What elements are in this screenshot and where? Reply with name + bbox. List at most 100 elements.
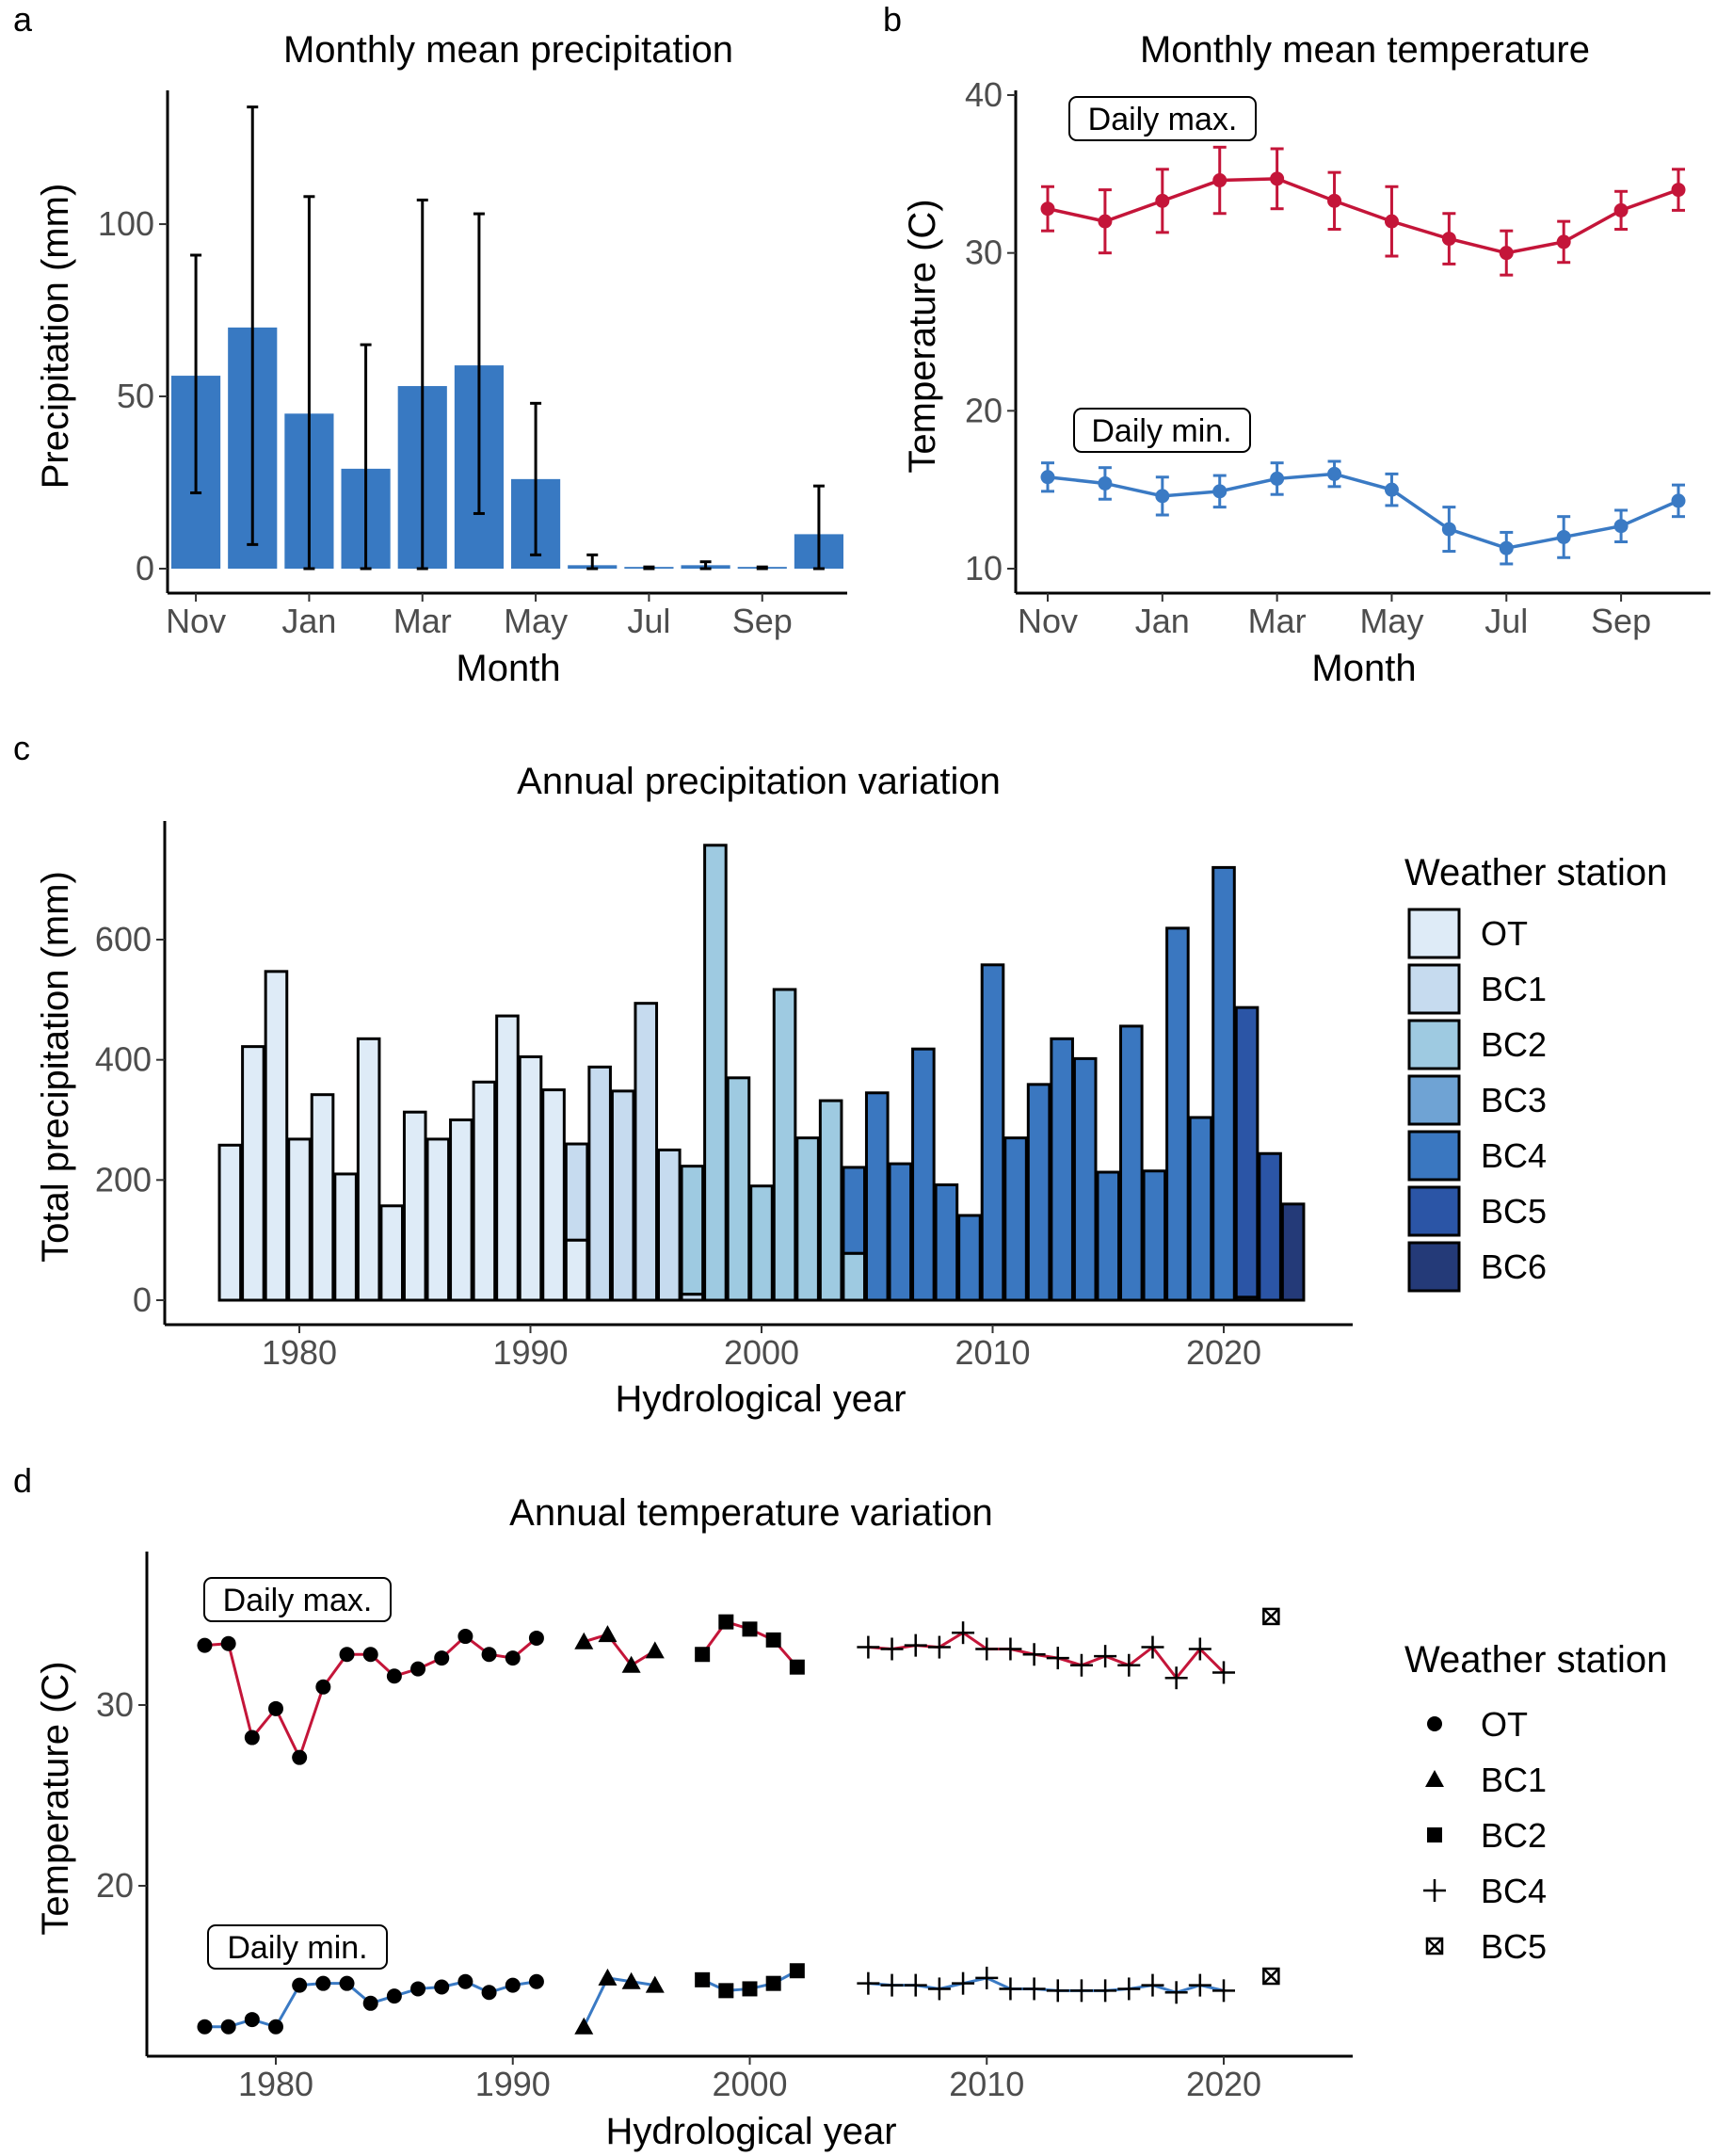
annotation-d-min-label: Daily min. [227, 1930, 367, 1966]
annotation-d-max: Daily max. [203, 1577, 392, 1622]
legend-d-symbol [1427, 1716, 1442, 1731]
point-d-min-ot-1989 [481, 1985, 497, 2001]
point-d-max-bc4-2017 [1141, 1635, 1164, 1659]
plot-a: 0 50 100 Nov Jan Mar May Jul Sep [98, 90, 847, 640]
annotation-b-max-label: Daily max. [1088, 102, 1238, 137]
line-d-max-bc1 [583, 1633, 656, 1667]
legend-d-item-bc2: BC2 [1427, 1816, 1547, 1855]
bar-c-2015-bc4 [1096, 1170, 1121, 1302]
point-d-max-bc4-2011 [999, 1637, 1022, 1661]
point-d-min-bc4-2019 [1188, 1973, 1211, 1997]
point-d-min-ot-1981 [292, 1977, 308, 1993]
point-d-min-bc4-2012 [1022, 1977, 1046, 2001]
bar-c-1986-ot [425, 1137, 451, 1302]
xlabel-a: Month [456, 648, 560, 689]
legend-c-label: BC1 [1481, 970, 1547, 1008]
segment-d-bc5 [1262, 1607, 1280, 1986]
errorbar-a-aug [699, 560, 712, 571]
legend-d: OT BC1 BC2 BC4 BC5 [1423, 1705, 1547, 1966]
bar-c-2004-bc2 [842, 1251, 866, 1302]
x-tick-label-c: 2010 [955, 1333, 1030, 1372]
bar-c-1989-ot [495, 1014, 520, 1302]
point-b-max [1499, 246, 1514, 261]
point-b-max [1671, 183, 1686, 198]
point-d-min-bc2-2002 [789, 1963, 805, 1979]
x-tick-label-a: Sep [732, 602, 793, 640]
point-b-min [1327, 466, 1342, 481]
series-b-min [1040, 459, 1686, 566]
line-b-max [1047, 177, 1679, 255]
bar-c-2003-bc2 [818, 1099, 843, 1302]
bar-c-1985-ot [402, 1110, 427, 1302]
point-d-max-bc4-2016 [1117, 1653, 1141, 1677]
point-d-min-ot-1982 [315, 1975, 331, 1991]
bar-c-1982-ot [333, 1172, 358, 1302]
ylabel-b: Temperature (C) [902, 199, 943, 473]
point-d-min-bc2-1998 [695, 1971, 711, 1987]
legend-c-label: BC4 [1481, 1136, 1547, 1175]
point-d-max-bc1-1994 [598, 1625, 618, 1643]
point-d-max-ot-1977 [197, 1637, 213, 1653]
bar-c-2016-bc4 [1119, 1024, 1144, 1302]
point-d-max-bc4-2018 [1164, 1666, 1188, 1690]
point-d-max-bc2-2000 [742, 1621, 758, 1637]
point-d-min-ot-1977 [197, 2019, 213, 2035]
bar-c-1979-ot [264, 970, 289, 1302]
errorbar-a-oct [812, 484, 825, 571]
bar-c-1984-ot [379, 1204, 404, 1302]
line-d-min-bc4 [868, 1976, 1225, 1994]
point-d-min-ot-1983 [339, 1975, 355, 1991]
boxx-d2 [1262, 1608, 1280, 1625]
x-tick-label-b: Mar [1248, 602, 1307, 640]
point-d-min-bc4-2020 [1212, 1979, 1235, 2003]
legend-c-swatch [1407, 1019, 1461, 1070]
point-b-min [1098, 475, 1113, 491]
plot-c: 0 200 400 600 1980 1990 2000 2010 2020 [95, 821, 1353, 1372]
point-b-min [1270, 471, 1285, 486]
point-d-min-ot-1991 [528, 1973, 544, 1989]
point-d-max-ot-1988 [457, 1629, 473, 1645]
point-d-max-ot-1978 [220, 1635, 236, 1651]
legend-c-title: Weather station [1404, 852, 1667, 893]
errorbar-a-sep [756, 565, 768, 571]
title-d: Annual temperature variation [509, 1492, 993, 1534]
point-d-min-bc1-1996 [645, 1975, 665, 1993]
legend-c-label: BC3 [1481, 1081, 1547, 1119]
bar-c-2011-bc4 [1003, 1136, 1028, 1302]
legend-c-item-bc5: BC5 [1407, 1185, 1547, 1237]
point-d-max-ot-1991 [528, 1630, 544, 1646]
y-tick-label-b: 30 [965, 233, 1003, 272]
point-d-min-bc4-2015 [1094, 1979, 1117, 2003]
point-d-max-bc1-1996 [645, 1641, 665, 1659]
title-c: Annual precipitation variation [517, 761, 1001, 802]
point-b-min [1613, 519, 1629, 534]
legend-d-label: OT [1481, 1705, 1528, 1744]
legend-c-label: BC6 [1481, 1247, 1547, 1286]
point-d-max-ot-1990 [505, 1650, 521, 1666]
point-b-max [1212, 173, 1228, 188]
x-tick-label-b: Jan [1135, 602, 1190, 640]
bar-c-1994-bc1 [610, 1089, 635, 1302]
bar-c-2004-bc4 [842, 1166, 866, 1255]
bar-c-1990-ot [518, 1054, 543, 1302]
x-tick-label-d: 2010 [949, 2065, 1024, 2103]
legend-d-label: BC5 [1481, 1927, 1547, 1966]
y-tick-label-c: 400 [95, 1040, 152, 1079]
bar-c-2005-bc4 [864, 1091, 890, 1302]
y-tick-label-c: 200 [95, 1160, 152, 1199]
xlabel-d: Hydrological year [605, 2111, 896, 2152]
bar-c-2008-bc4 [934, 1183, 959, 1302]
x-tick-label-b: May [1359, 602, 1423, 640]
point-d-min-ot-1979 [244, 2012, 260, 2028]
point-d-max-bc2-1999 [718, 1614, 734, 1630]
point-d-min-bc4-2014 [1069, 1979, 1093, 2003]
segment-d-ot [197, 1629, 544, 2035]
line-d-max-bc4 [868, 1631, 1226, 1681]
y-tick-label-b: 40 [965, 75, 1003, 114]
bar-c-2001-bc2 [772, 988, 797, 1302]
bar-c-1978-ot [241, 1045, 265, 1302]
point-d-max-ot-1982 [315, 1679, 331, 1695]
boxx-d2 [1426, 1938, 1443, 1955]
x-tick-label-a: Mar [393, 602, 452, 640]
